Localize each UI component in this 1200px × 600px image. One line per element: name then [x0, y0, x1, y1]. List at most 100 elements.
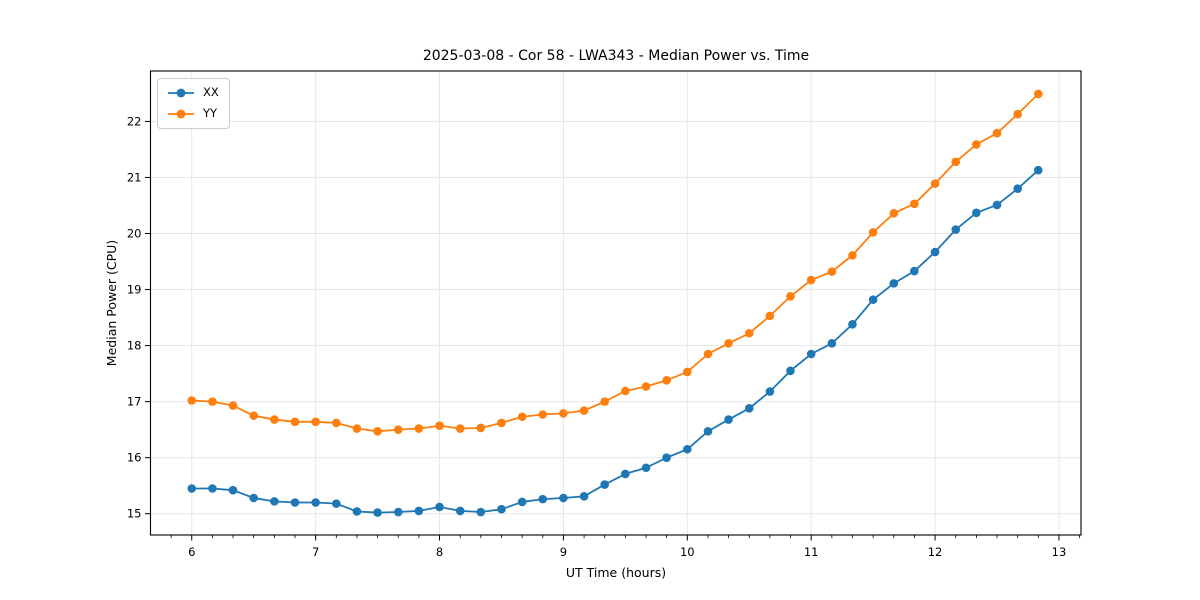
data-point-xx — [641, 463, 651, 473]
data-point-yy — [476, 423, 486, 433]
x-tick-label: 10 — [680, 545, 695, 559]
data-point-yy — [1033, 89, 1043, 99]
data-point-xx — [187, 484, 197, 493]
data-point-yy — [270, 415, 279, 424]
data-point-xx — [1013, 184, 1022, 193]
data-point-yy — [208, 397, 217, 406]
data-point-yy — [393, 425, 403, 434]
y-tick-label: 19 — [127, 283, 142, 297]
data-point-yy — [848, 251, 857, 260]
data-point-yy — [972, 140, 981, 149]
data-point-xx — [249, 493, 258, 503]
data-point-xx — [765, 387, 775, 396]
data-point-xx — [744, 404, 754, 413]
data-point-yy — [703, 349, 713, 359]
y-tick-label: 16 — [127, 451, 142, 465]
data-point-xx — [682, 444, 692, 454]
y-tick-label: 20 — [127, 227, 142, 241]
data-point-xx — [951, 225, 961, 234]
data-point-yy — [930, 179, 940, 188]
data-point-xx — [724, 415, 733, 424]
data-point-xx — [373, 508, 382, 517]
legend-line-marker-yy-icon — [168, 109, 194, 119]
data-point-yy — [455, 424, 465, 433]
x-tick-label: 12 — [928, 545, 943, 559]
plot-border — [149, 70, 1082, 536]
data-point-xx — [806, 349, 816, 359]
data-point-xx — [270, 497, 279, 506]
data-point-yy — [600, 397, 609, 406]
data-point-yy — [662, 376, 671, 385]
x-tick-label: 7 — [312, 545, 319, 559]
legend-label-yy: YY — [203, 106, 218, 121]
y-tick-label: 21 — [127, 170, 142, 184]
data-point-yy — [414, 424, 424, 433]
data-point-xx — [228, 485, 238, 495]
data-point-xx — [579, 492, 589, 501]
data-series — [187, 89, 1043, 517]
data-point-yy — [889, 209, 899, 218]
data-point-xx — [703, 427, 713, 436]
data-point-xx — [600, 480, 609, 489]
data-point-yy — [806, 275, 816, 285]
data-point-yy — [641, 382, 651, 391]
data-point-yy — [290, 417, 300, 427]
series-line-xx — [191, 169, 1039, 514]
legend-label-xx: XX — [203, 85, 219, 100]
data-point-xx — [517, 497, 527, 507]
data-point-xx — [290, 498, 300, 507]
data-point-yy — [497, 418, 506, 428]
x-tick-label: 9 — [560, 545, 567, 559]
x-tick-label: 11 — [804, 545, 819, 559]
data-point-yy — [868, 228, 878, 237]
data-point-xx — [662, 453, 671, 462]
data-point-yy — [538, 410, 548, 419]
legend-item-yy: YY — [166, 105, 219, 123]
y-tick-label: 15 — [127, 507, 142, 521]
data-point-yy — [373, 427, 382, 436]
data-point-yy — [249, 411, 258, 420]
data-point-xx — [848, 319, 857, 329]
data-point-xx — [455, 506, 465, 516]
data-point-xx — [311, 498, 320, 507]
data-point-yy — [352, 424, 362, 433]
legend: XX YY — [157, 78, 230, 129]
data-point-xx — [414, 506, 424, 516]
data-point-xx — [992, 200, 1002, 210]
data-point-yy — [517, 412, 527, 422]
data-point-yy — [311, 417, 320, 427]
data-point-xx — [538, 494, 548, 504]
data-point-yy — [187, 396, 197, 405]
data-point-yy — [1013, 109, 1022, 119]
data-point-xx — [393, 507, 403, 517]
data-point-yy — [332, 418, 341, 428]
gridlines — [150, 71, 1081, 535]
data-point-yy — [579, 406, 589, 415]
x-axis-label: UT Time (hours) — [566, 565, 666, 580]
data-point-yy — [786, 291, 795, 301]
series-line-yy — [191, 93, 1039, 433]
data-point-xx — [910, 266, 919, 276]
data-point-yy — [910, 199, 919, 209]
data-point-yy — [435, 421, 444, 431]
data-point-yy — [765, 311, 775, 321]
data-point-xx — [208, 484, 217, 493]
data-point-xx — [786, 366, 795, 376]
legend-line-marker-xx-icon — [168, 88, 194, 98]
chart-title: 2025-03-08 - Cor 58 - LWA343 - Median Po… — [423, 48, 809, 64]
x-tick-label: 13 — [1052, 545, 1067, 559]
y-tick-label: 17 — [127, 395, 142, 409]
data-point-xx — [559, 493, 568, 503]
data-point-xx — [332, 499, 341, 508]
data-point-yy — [621, 386, 630, 396]
data-point-yy — [992, 128, 1002, 138]
x-tick-label: 6 — [188, 545, 195, 559]
data-point-xx — [868, 295, 878, 304]
data-point-yy — [724, 339, 733, 348]
data-point-xx — [621, 469, 630, 479]
y-tick-label: 18 — [127, 339, 142, 353]
data-point-xx — [497, 504, 506, 514]
data-point-xx — [476, 507, 486, 517]
